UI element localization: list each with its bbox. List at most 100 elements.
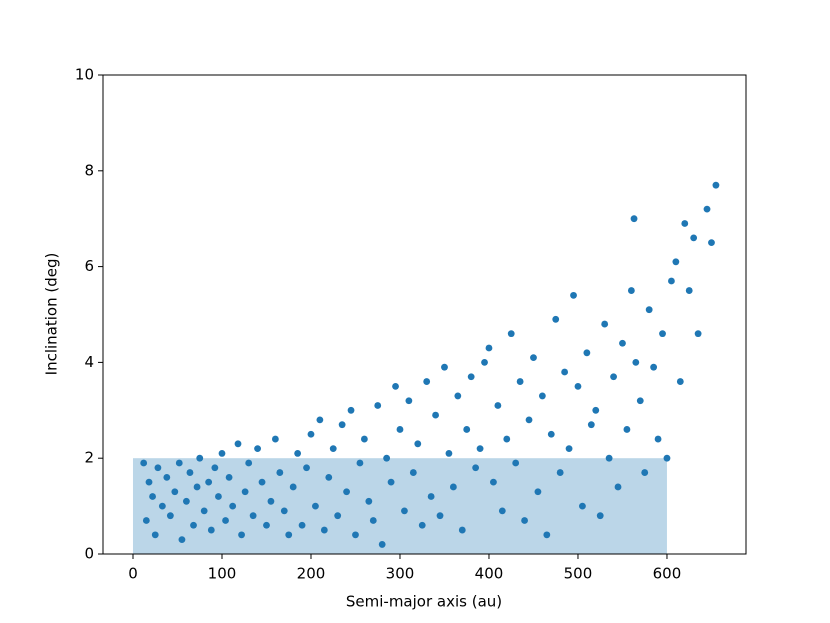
point	[654, 435, 662, 443]
point	[285, 531, 293, 539]
point	[512, 459, 520, 467]
point	[158, 502, 166, 510]
y-tick-label: 10	[75, 66, 94, 84]
point	[610, 373, 617, 381]
point	[409, 469, 417, 476]
point	[312, 502, 319, 510]
y-tick-label: 4	[84, 353, 94, 371]
point	[458, 526, 466, 534]
point	[303, 464, 310, 472]
point	[574, 382, 582, 390]
point	[218, 450, 226, 457]
point	[374, 402, 382, 409]
point	[467, 373, 475, 381]
point	[676, 378, 684, 385]
point	[596, 512, 604, 520]
point	[663, 454, 671, 462]
point	[254, 445, 261, 453]
point	[193, 483, 201, 491]
point	[659, 330, 666, 338]
point	[463, 426, 471, 433]
point	[481, 359, 488, 366]
point	[672, 258, 680, 266]
point	[681, 220, 689, 227]
point	[178, 536, 186, 544]
point	[556, 469, 564, 476]
point	[530, 354, 537, 362]
point	[507, 330, 515, 338]
point	[378, 541, 386, 548]
point	[690, 234, 698, 242]
point	[365, 497, 373, 505]
point	[623, 426, 631, 433]
point	[245, 459, 253, 467]
point	[650, 363, 658, 371]
point	[565, 445, 573, 453]
point	[154, 464, 162, 472]
point	[454, 392, 462, 400]
point	[712, 181, 720, 189]
point	[601, 320, 609, 328]
point	[445, 450, 453, 457]
point	[703, 205, 711, 213]
point	[432, 411, 439, 419]
point	[207, 526, 215, 534]
point	[196, 454, 204, 462]
point	[145, 478, 153, 486]
point	[225, 473, 233, 481]
point	[436, 512, 444, 520]
point	[289, 483, 297, 491]
point	[414, 440, 422, 448]
point	[338, 421, 346, 429]
x-tick-label: 500	[564, 565, 593, 583]
point	[427, 493, 435, 500]
point	[619, 339, 626, 347]
point	[186, 469, 194, 476]
point	[418, 521, 426, 529]
point	[547, 430, 555, 438]
point	[205, 478, 213, 486]
point	[200, 507, 208, 515]
point	[694, 330, 702, 338]
point	[449, 483, 457, 491]
point	[280, 507, 288, 515]
point	[149, 493, 156, 500]
y-tick-label: 2	[84, 449, 94, 467]
point	[352, 531, 359, 539]
point	[685, 287, 693, 294]
point	[641, 469, 649, 476]
x-tick-label: 400	[475, 565, 504, 583]
point	[490, 478, 497, 486]
point	[383, 454, 391, 462]
point	[360, 435, 368, 443]
point	[175, 459, 183, 467]
point	[525, 416, 533, 424]
point	[166, 512, 174, 520]
point	[222, 517, 229, 524]
point	[485, 344, 493, 352]
point	[627, 287, 635, 294]
point	[211, 464, 219, 472]
x-tick-label: 300	[386, 565, 415, 583]
point	[249, 512, 257, 520]
point	[298, 521, 306, 529]
point	[521, 517, 528, 524]
point	[636, 397, 644, 405]
point	[645, 306, 653, 314]
point	[498, 507, 506, 515]
point	[215, 493, 222, 500]
point	[142, 517, 150, 524]
point	[708, 239, 715, 247]
point	[307, 430, 315, 438]
point	[163, 473, 171, 481]
point	[441, 363, 448, 371]
point	[276, 469, 284, 476]
point	[583, 349, 591, 357]
point	[320, 526, 328, 534]
point	[630, 215, 638, 223]
point	[356, 459, 364, 467]
point	[182, 497, 190, 505]
point	[472, 464, 480, 472]
point	[171, 488, 179, 496]
